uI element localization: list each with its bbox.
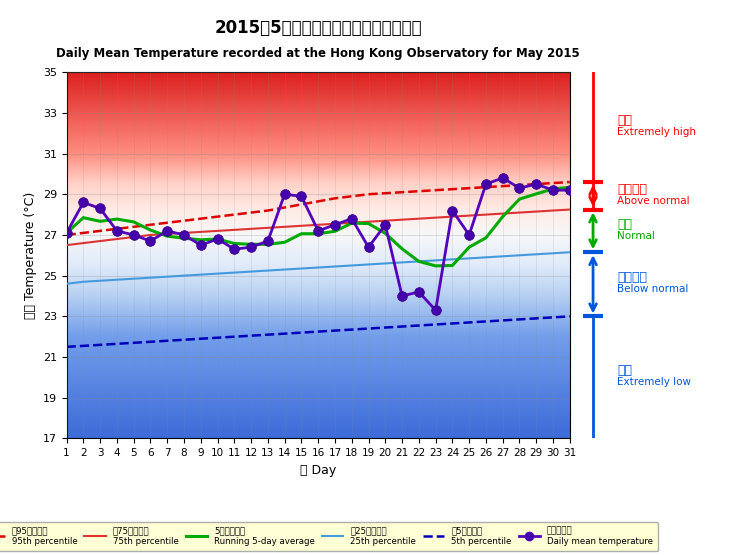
Text: 高於正常: 高於正常 — [617, 183, 648, 196]
Text: 極高: 極高 — [617, 114, 633, 127]
Legend: 神95百分位數
95th percentile, 神75百分位數
75th percentile, 5天移動平均
Running 5-day average, : 神95百分位數 95th percentile, 神75百分位數 75th pe… — [0, 522, 658, 551]
Text: 2015年5月香港天文台錄得的日平均氣溫: 2015年5月香港天文台錄得的日平均氣溫 — [215, 19, 422, 37]
Text: 正常: 正常 — [617, 218, 633, 231]
Text: 極低: 極低 — [617, 365, 633, 377]
Text: Extremely high: Extremely high — [617, 127, 696, 137]
Y-axis label: 氣溫 Temperature (°C): 氣溫 Temperature (°C) — [24, 191, 37, 319]
Text: Daily Mean Temperature recorded at the Hong Kong Observatory for May 2015: Daily Mean Temperature recorded at the H… — [56, 47, 580, 60]
Text: Below normal: Below normal — [617, 284, 689, 294]
Text: 低於正常: 低於正常 — [617, 271, 648, 284]
Text: Normal: Normal — [617, 231, 656, 241]
Text: Above normal: Above normal — [617, 196, 690, 206]
X-axis label: 日 Day: 日 Day — [300, 464, 336, 477]
Text: Extremely low: Extremely low — [617, 377, 691, 387]
